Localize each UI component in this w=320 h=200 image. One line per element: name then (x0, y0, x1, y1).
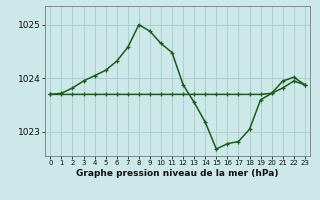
X-axis label: Graphe pression niveau de la mer (hPa): Graphe pression niveau de la mer (hPa) (76, 169, 279, 178)
